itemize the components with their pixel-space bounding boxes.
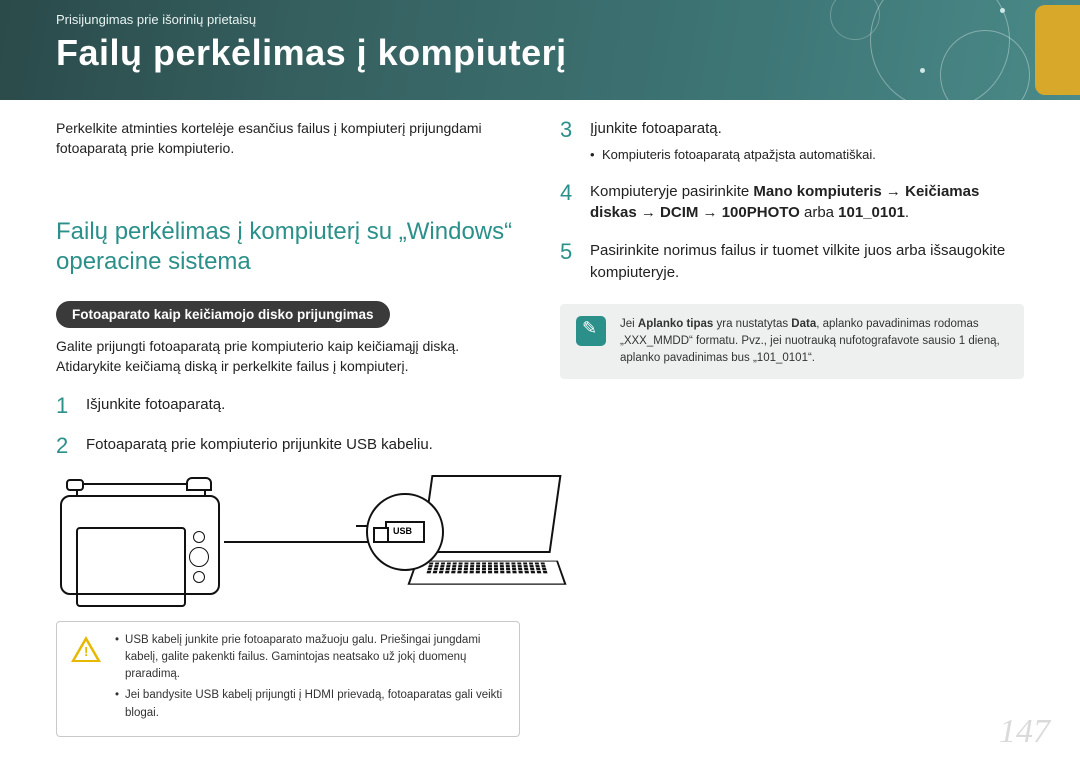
section-heading: Failų perkėlimas į kompiuterį su „Window… (56, 217, 520, 277)
info-note: Jei Aplanko tipas yra nustatytas Data, a… (560, 304, 1024, 380)
step-number: 2 (56, 434, 74, 458)
step-4: 4 Kompiuteryje pasirinkite Mano kompiute… (560, 181, 1024, 225)
info-text: Jei Aplanko tipas yra nustatytas Data, a… (620, 316, 1008, 368)
step-text: Fotoaparatą prie kompiuterio prijunkite … (86, 434, 433, 458)
step-3: 3 Įjunkite fotoaparatą. Kompiuteris foto… (560, 118, 1024, 165)
page-title: Failų perkėlimas į kompiuterį (56, 32, 567, 74)
warning-line: USB kabelį junkite prie fotoaparato mažu… (125, 632, 505, 684)
intro-text: Perkelkite atminties kortelėje esančius … (56, 118, 520, 159)
step-number: 4 (560, 181, 578, 225)
step-number: 5 (560, 240, 578, 284)
body-after-pill: Galite prijungti fotoaparatą prie kompiu… (56, 336, 520, 377)
breadcrumb: Prisijungimas prie išorinių prietaisų (56, 12, 256, 27)
right-column: 3 Įjunkite fotoaparatą. Kompiuteris foto… (560, 118, 1024, 737)
step-2: 2 Fotoaparatą prie kompiuterio prijunkit… (56, 434, 520, 458)
step-sub: Kompiuteris fotoaparatą atpažįsta automa… (590, 146, 876, 165)
warning-line: Jei bandysite USB kabelį prijungti į HDM… (125, 687, 505, 722)
step-text: Išjunkite fotoaparatą. (86, 394, 225, 418)
step-5: 5 Pasirinkite norimus failus ir tuomet v… (560, 240, 1024, 284)
step-number: 3 (560, 118, 578, 165)
step-number: 1 (56, 394, 74, 418)
left-column: Perkelkite atminties kortelėje esančius … (56, 118, 520, 737)
step-text: Pasirinkite norimus failus ir tuomet vil… (590, 240, 1024, 284)
step-text: Įjunkite fotoaparatą. Kompiuteris fotoap… (590, 118, 876, 165)
warning-icon: ! (71, 636, 101, 662)
warning-text: USB kabelį junkite prie fotoaparato mažu… (115, 632, 505, 726)
usb-detail-icon (366, 493, 444, 571)
step-text: Kompiuteryje pasirinkite Mano kompiuteri… (590, 181, 1024, 225)
content-area: Perkelkite atminties kortelėje esančius … (56, 118, 1024, 737)
subsection-pill: Fotoaparato kaip keičiamojo disko prijun… (56, 301, 390, 328)
warning-note: ! USB kabelį junkite prie fotoaparato ma… (56, 621, 520, 737)
section-tab (1035, 5, 1080, 95)
note-icon (576, 316, 606, 346)
step-1: 1 Išjunkite fotoaparatą. (56, 394, 520, 418)
page-number: 147 (999, 713, 1050, 751)
usb-illustration (56, 475, 520, 603)
